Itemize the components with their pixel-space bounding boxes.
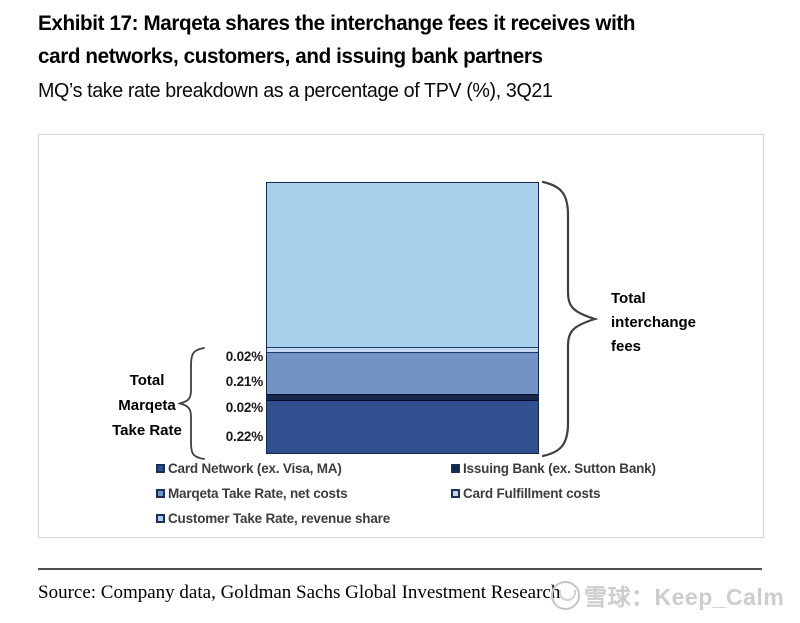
segment-card-network [267,401,538,453]
legend-label: Card Fulfillment costs [463,486,601,501]
value-label-card-network: 0.22% [225,429,263,444]
legend-swatch-marqeta-net-costs [156,489,165,498]
legend-label: Card Network (ex. Visa, MA) [168,461,342,476]
legend-label: Marqeta Take Rate, net costs [168,486,348,501]
right-anno-line: Total [611,290,646,307]
total-marqeta-take-rate-label: Total Marqeta Take Rate [87,368,207,443]
legend-swatch-customer-take-rate [156,514,165,523]
legend-label: Customer Take Rate, revenue share [168,511,390,526]
legend-item-customer-take-rate: Customer Take Rate, revenue share [156,511,451,526]
exhibit-title-line-1: Exhibit 17: Marqeta shares the interchan… [38,11,636,35]
value-label-marqeta-net-costs: 0.21% [225,374,263,389]
legend-label: Issuing Bank (ex. Sutton Bank) [463,461,656,476]
legend-swatch-card-fulfillment [451,489,460,498]
legend: Card Network (ex. Visa, MA) Issuing Bank… [156,456,656,531]
segment-card-fulfillment [267,347,538,353]
right-curly-brace [541,180,599,458]
legend-item-marqeta-net-costs: Marqeta Take Rate, net costs [156,486,451,501]
right-anno-line: fees [611,338,642,355]
right-anno-line: interchange [611,314,697,331]
source-line: Source: Company data, Goldman Sachs Glob… [38,582,561,603]
legend-swatch-issuing-bank [451,464,460,473]
segment-customer-take-rate [267,183,538,347]
left-anno-line: Take Rate [112,422,182,439]
segment-issuing-bank [267,394,538,401]
exhibit-title-line-2: card networks, customers, and issuing ba… [38,44,543,68]
legend-item-issuing-bank: Issuing Bank (ex. Sutton Bank) [451,461,656,476]
watermark: 雪球：Keep_Calm [551,578,784,612]
left-anno-line: Total [129,372,165,389]
chart-panel: 0.02% 0.21% 0.02% 0.22% Total Marqeta Ta… [38,134,764,538]
exhibit-subtitle: MQ’s take rate breakdown as a percentage… [38,79,553,102]
stacked-bar [266,182,539,454]
segment-marqeta-net-costs [267,353,538,394]
divider-rule [38,568,762,570]
total-interchange-fees-label: Total interchange fees [611,287,751,359]
value-label-issuing-bank: 0.02% [225,400,263,415]
watermark-text: 雪球：Keep_Calm [584,584,785,610]
legend-item-card-network: Card Network (ex. Visa, MA) [156,461,451,476]
legend-item-card-fulfillment: Card Fulfillment costs [451,486,656,501]
left-anno-line: Marqeta [118,397,176,414]
legend-swatch-card-network [156,464,165,473]
left-curly-brace [178,347,205,460]
xueqiu-logo-icon [551,580,580,610]
exhibit-header: Exhibit 17: Marqeta shares the interchan… [38,7,748,106]
value-label-card-fulfillment: 0.02% [225,349,263,364]
